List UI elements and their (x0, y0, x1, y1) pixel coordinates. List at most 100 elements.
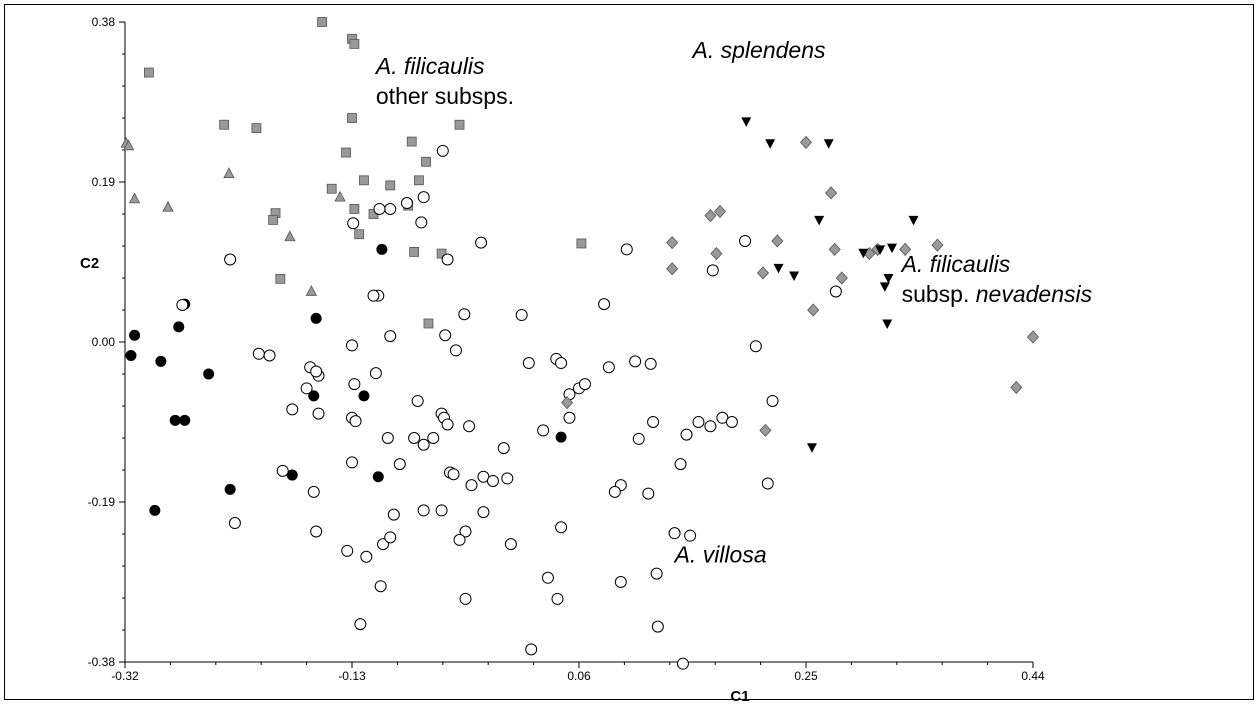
data-point-diamond (771, 234, 784, 248)
data-point-diamond (666, 262, 679, 276)
data-point-circle-open (348, 378, 361, 391)
annotation-fragment: subsp. (902, 281, 976, 307)
data-point-circle-open (749, 340, 762, 353)
data-point-triangle-down (741, 117, 752, 127)
data-point-triangle-down (773, 263, 784, 274)
data-point-triangle-up (122, 139, 135, 151)
data-point-circle (179, 414, 191, 426)
data-point-circle-open (449, 344, 462, 357)
data-point-circle-open (680, 428, 693, 441)
data-point-diamond (759, 423, 772, 438)
data-point-circle-open (417, 504, 430, 517)
data-point-circle (203, 368, 215, 380)
data-point-circle (173, 321, 185, 333)
data-point-circle-open (563, 411, 576, 424)
data-point-circle-open (522, 357, 535, 370)
data-point-triangle-up (334, 190, 346, 202)
data-points (120, 17, 1040, 670)
data-point-circle-open (427, 432, 440, 444)
data-point-circle (310, 312, 322, 324)
data-point-circle-open (436, 144, 449, 157)
data-point-triangle-down (765, 139, 776, 149)
data-point-circle-open (497, 442, 510, 455)
y-tick-label: 0.38 (92, 15, 116, 29)
data-point-triangle-down (882, 319, 893, 329)
series-diamond (561, 135, 1040, 438)
data-point-square (436, 248, 447, 259)
data-point-triangle-up (305, 285, 318, 296)
data-point-circle-open (341, 544, 354, 557)
y-axis-label: C2 (80, 255, 99, 272)
data-point-circle (155, 355, 167, 367)
data-point-circle-open (676, 657, 689, 670)
data-point-square (406, 136, 417, 147)
data-point-square (359, 175, 369, 186)
data-point-circle-open (384, 330, 397, 343)
data-point-circle-open (300, 382, 313, 395)
data-point-circle (224, 483, 236, 495)
data-point-diamond (756, 266, 770, 280)
data-point-diamond (799, 135, 813, 150)
data-point-triangle-down (883, 274, 894, 284)
data-point-square (143, 67, 154, 78)
data-point-diamond (666, 236, 679, 250)
data-point-circle-open (650, 567, 663, 580)
data-point-triangle-down (814, 215, 825, 226)
data-point-circle-open (477, 506, 490, 519)
data-point-circle-open (602, 361, 615, 374)
data-point-circle-open (354, 618, 367, 631)
data-point-circle (129, 329, 141, 341)
data-point-square (421, 156, 431, 167)
data-point-square (251, 123, 262, 134)
annotation-fragment: A. villosa (673, 542, 767, 568)
data-point-circle-open (176, 298, 189, 311)
data-point-circle-open (541, 571, 554, 584)
data-point-triangle-down (875, 245, 886, 255)
annotation-text: A. villosa (673, 542, 767, 568)
data-point-circle-open (632, 432, 645, 445)
data-point-circle-open (393, 458, 406, 471)
data-point-circle-open (367, 289, 380, 302)
data-point-circle-open (537, 424, 550, 437)
data-point-circle-open (447, 468, 460, 481)
x-tick-label: 0.25 (794, 669, 818, 683)
data-point-circle-open (475, 236, 488, 249)
data-point-triangle-down (887, 243, 898, 254)
data-point-circle-open (408, 432, 421, 444)
data-point-circle-open (441, 253, 454, 266)
data-point-triangle-down (823, 139, 834, 149)
series-circle (125, 243, 567, 516)
annotation-text: A. filicaulis (900, 251, 1011, 277)
series-circle-open (176, 144, 842, 670)
data-point-diamond (713, 204, 727, 219)
data-point-diamond (710, 246, 723, 261)
data-point-triangle-down (908, 215, 919, 226)
data-point-square (423, 318, 434, 329)
y-tick-label: 0.19 (92, 175, 116, 189)
annotation-text: other subsps. (376, 83, 514, 109)
data-point-circle-open (347, 217, 360, 230)
data-point-circle-open (620, 243, 633, 256)
data-point-circle-open (706, 264, 719, 277)
data-point-square (341, 147, 351, 158)
data-point-circle-open (608, 485, 621, 498)
data-point-circle-open (415, 216, 428, 229)
data-point-circle-open (647, 416, 660, 428)
data-point-circle-open (829, 285, 842, 298)
data-point-circle (358, 390, 370, 402)
data-point-square (409, 246, 420, 257)
data-point-circle-open (525, 643, 538, 656)
data-point-diamond (828, 242, 841, 256)
data-point-circle-open (668, 527, 681, 540)
annotation-text: subsp. nevadensis (902, 281, 1093, 307)
data-point-circle-open (725, 416, 738, 428)
data-point-circle-open (504, 538, 517, 551)
data-point-circle-open (373, 202, 386, 215)
data-point-circle-open (465, 479, 478, 492)
data-point-circle-open (228, 517, 241, 530)
data-point-circle-open (312, 407, 325, 420)
series-triangle-down (741, 117, 919, 453)
data-point-square (454, 119, 465, 130)
data-point-circle-open (411, 394, 424, 407)
data-point-square (268, 214, 279, 225)
